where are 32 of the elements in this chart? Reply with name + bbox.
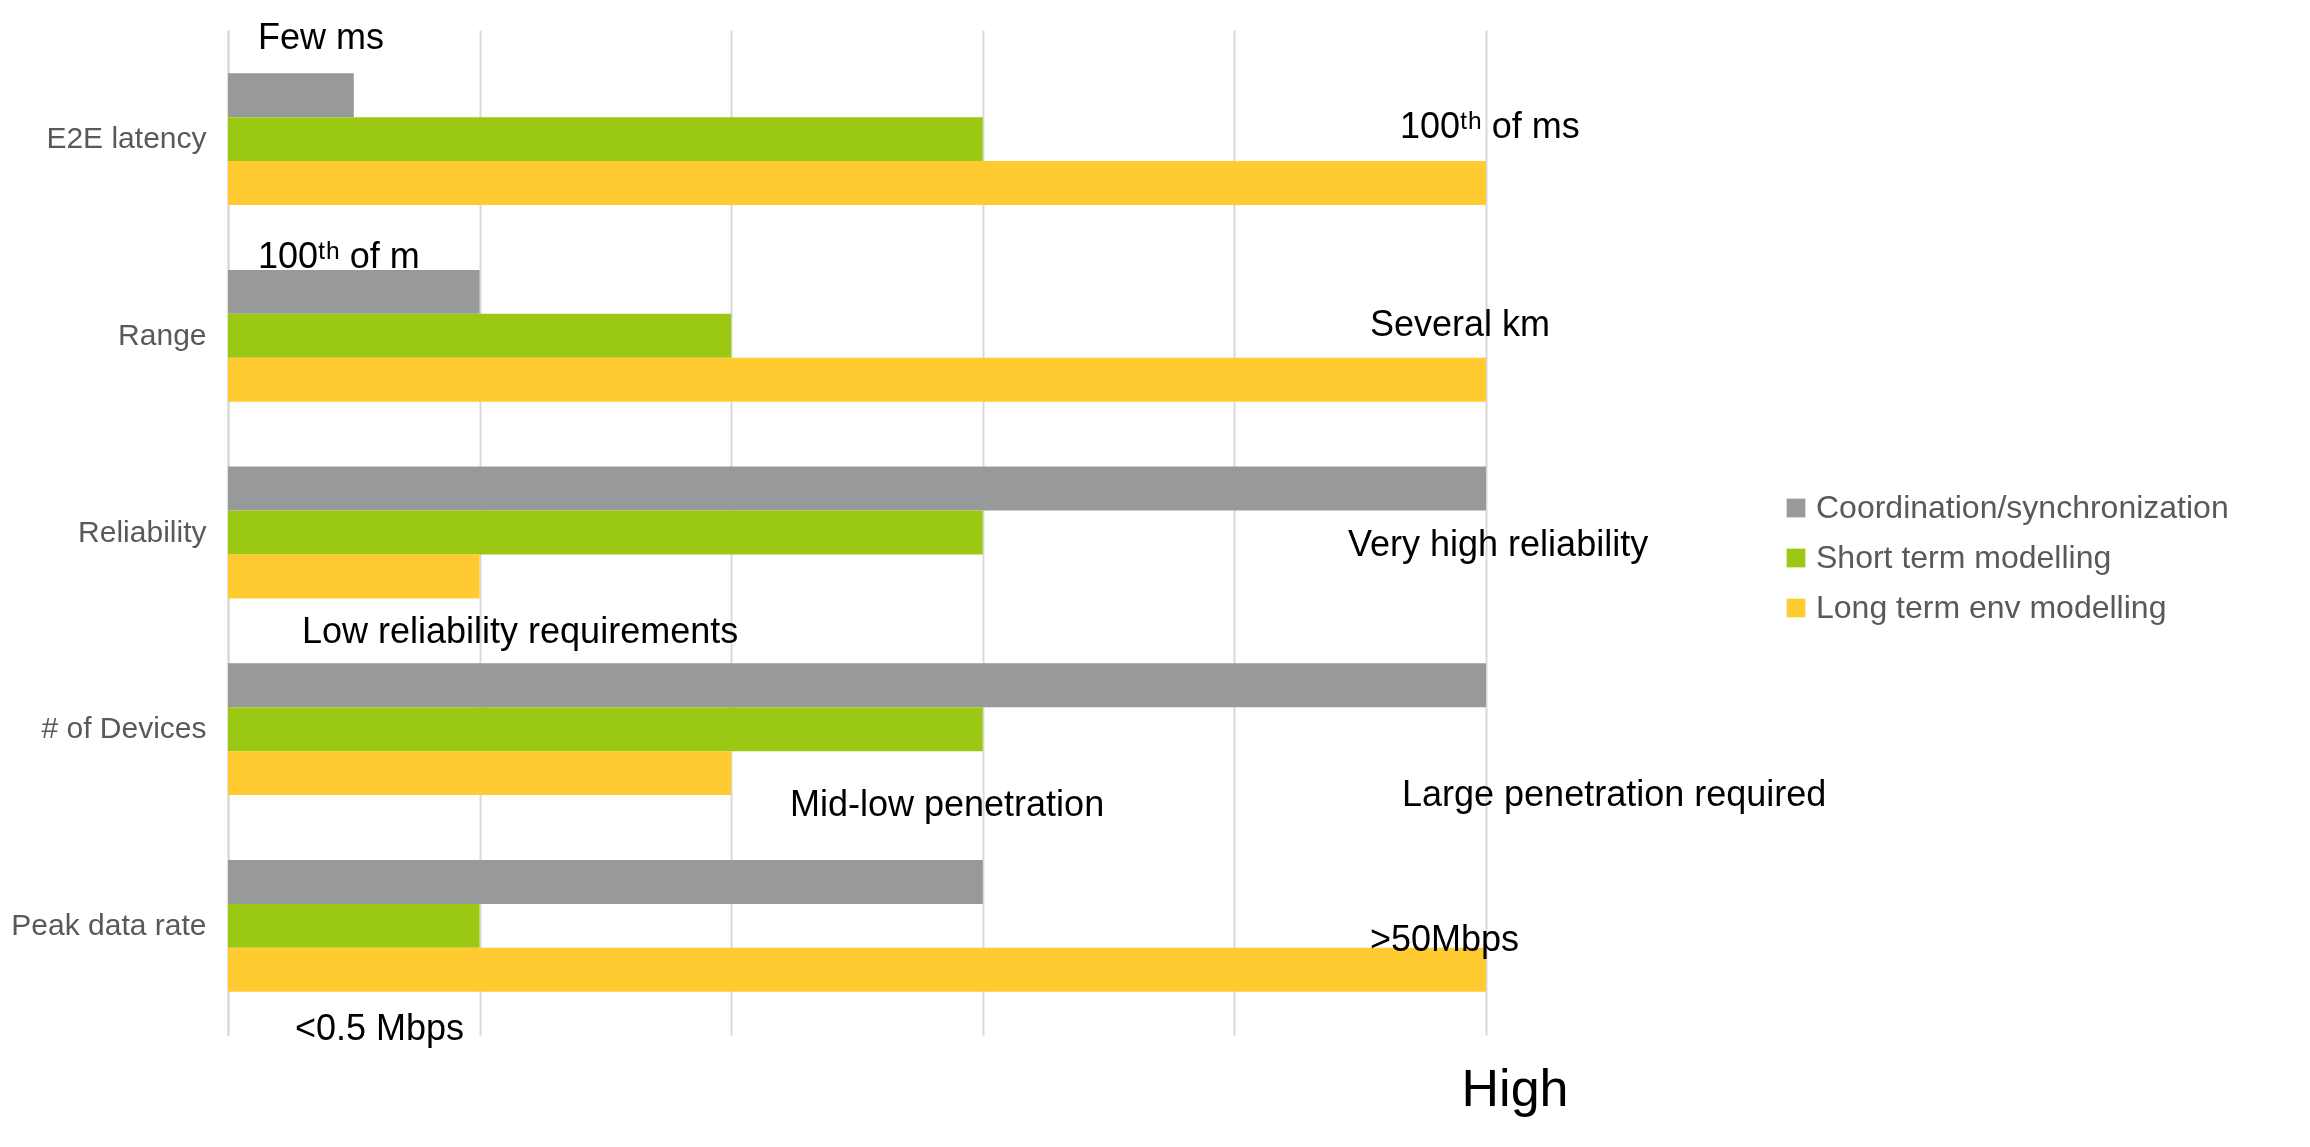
bar <box>228 73 354 118</box>
bar <box>228 313 732 358</box>
y-tick-label: Peak data rate <box>11 907 207 941</box>
annotation: Mid-low penetration <box>790 783 1105 824</box>
annotation: <0.5 Mbps <box>295 1007 465 1048</box>
annotation: 100ᵗʰ of ms <box>1400 105 1580 146</box>
bar <box>228 357 1486 402</box>
annotation: Very high reliability <box>1348 523 1649 564</box>
text: High <box>1461 1059 1569 1117</box>
bar <box>228 117 983 162</box>
bar <box>228 751 732 796</box>
bar <box>228 269 480 314</box>
bar <box>228 859 983 904</box>
legend-label: Long term env modelling <box>1816 589 2167 625</box>
legend-label: Coordination/synchronization <box>1816 489 2229 525</box>
bar <box>228 663 1486 708</box>
bar <box>228 466 1486 511</box>
annotation: 100ᵗʰ of m <box>258 235 420 276</box>
y-tick-label: Reliability <box>78 514 207 548</box>
legend-label: Short term modelling <box>1816 539 2112 575</box>
annotation: Several km <box>1370 303 1551 344</box>
bar <box>228 510 983 555</box>
y-tick-label: E2E latency <box>46 121 207 155</box>
annotation: Large penetration required <box>1402 773 1827 814</box>
bar <box>228 903 480 948</box>
annotation: Few ms <box>258 16 384 57</box>
bar <box>228 707 983 752</box>
annotation: Low reliability requirements <box>302 610 739 651</box>
y-tick-label: Range <box>118 317 207 351</box>
bar <box>228 161 1486 206</box>
bar <box>228 554 480 599</box>
y-tick-label: # of Devices <box>41 711 207 745</box>
